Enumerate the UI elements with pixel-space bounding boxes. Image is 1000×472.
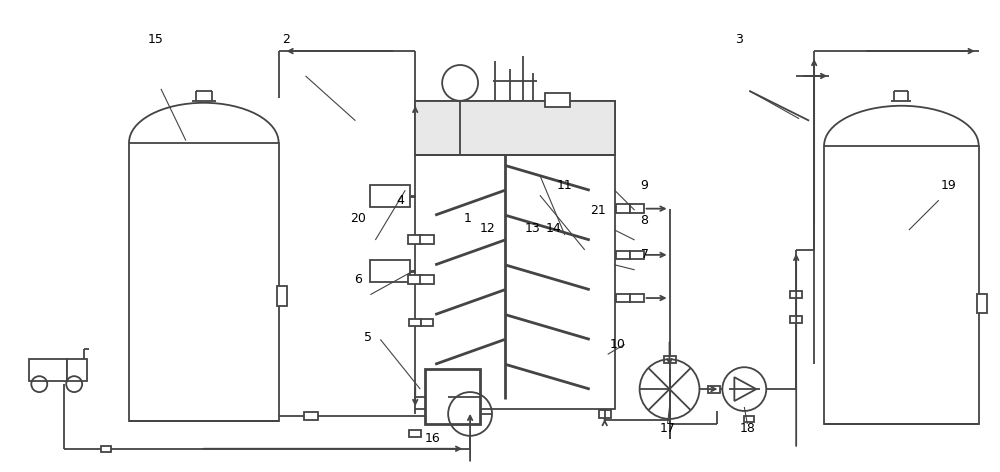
Text: 11: 11 — [557, 179, 573, 192]
Text: 16: 16 — [424, 432, 440, 445]
Text: 1: 1 — [464, 211, 472, 225]
Bar — [304, 412, 318, 420]
Bar — [409, 319, 421, 326]
Bar — [744, 416, 754, 422]
Bar — [409, 430, 421, 438]
Bar — [67, 359, 87, 381]
Bar — [545, 93, 570, 107]
Bar — [630, 204, 644, 213]
Text: 12: 12 — [480, 221, 496, 235]
Text: 7: 7 — [641, 248, 649, 261]
Bar — [29, 359, 67, 381]
Bar — [824, 145, 979, 424]
Bar — [708, 386, 720, 393]
Text: 19: 19 — [941, 179, 957, 192]
Text: 5: 5 — [364, 331, 372, 344]
Bar — [408, 236, 422, 244]
Bar — [616, 204, 630, 213]
Text: 10: 10 — [610, 338, 626, 351]
Text: 21: 21 — [590, 203, 606, 217]
Text: 18: 18 — [739, 422, 755, 435]
Bar — [420, 236, 434, 244]
Bar — [630, 294, 644, 302]
Bar — [277, 286, 287, 305]
Bar — [370, 185, 410, 207]
Text: 2: 2 — [282, 33, 290, 46]
Text: 13: 13 — [525, 221, 541, 235]
Text: 3: 3 — [735, 33, 743, 46]
Text: 6: 6 — [354, 273, 362, 286]
Text: 4: 4 — [396, 194, 404, 207]
Text: 8: 8 — [641, 214, 649, 227]
Text: 14: 14 — [546, 221, 562, 235]
Bar — [630, 251, 644, 259]
Text: 17: 17 — [660, 422, 675, 435]
Bar — [790, 316, 802, 323]
Bar — [415, 101, 615, 409]
Bar — [977, 294, 987, 313]
Text: 9: 9 — [641, 179, 649, 192]
Text: 20: 20 — [350, 211, 366, 225]
Bar — [101, 446, 111, 452]
Bar — [616, 251, 630, 259]
Text: 15: 15 — [148, 33, 164, 46]
Bar — [664, 356, 676, 363]
Bar — [129, 143, 279, 421]
Bar — [616, 294, 630, 302]
Bar — [790, 291, 802, 298]
Bar — [415, 101, 615, 155]
Bar — [420, 275, 434, 284]
Bar — [408, 275, 422, 284]
Bar — [599, 410, 611, 418]
Bar — [421, 319, 433, 326]
Bar — [425, 369, 480, 424]
Bar — [370, 260, 410, 282]
